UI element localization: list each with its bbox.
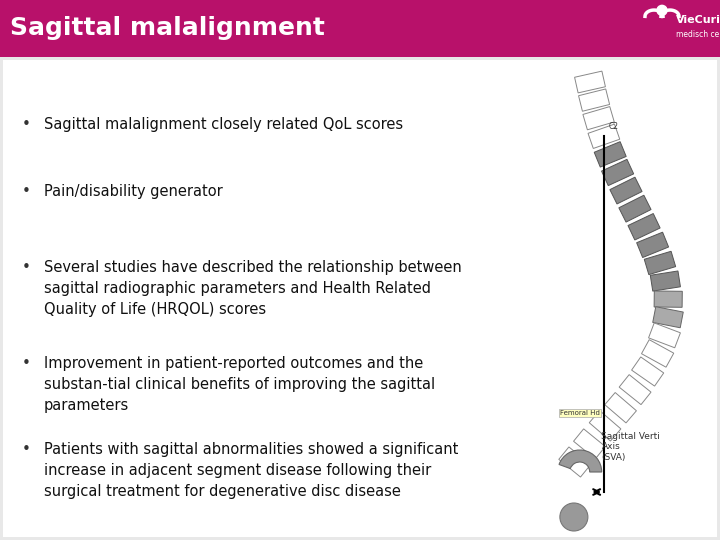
Bar bbox=[575, 71, 606, 93]
Text: Sagittal malalignment: Sagittal malalignment bbox=[10, 16, 325, 40]
Text: •: • bbox=[22, 117, 31, 132]
Bar bbox=[636, 232, 669, 258]
Bar bbox=[594, 141, 626, 167]
Bar bbox=[583, 106, 614, 130]
Bar bbox=[628, 213, 660, 240]
Bar bbox=[619, 375, 651, 404]
Bar bbox=[588, 124, 620, 148]
Text: medisch centrum: medisch centrum bbox=[676, 30, 720, 39]
Bar bbox=[642, 340, 674, 367]
Bar bbox=[574, 429, 606, 459]
Wedge shape bbox=[559, 450, 602, 472]
Bar bbox=[579, 89, 610, 111]
Bar bbox=[644, 251, 675, 275]
Bar bbox=[649, 323, 680, 348]
Circle shape bbox=[657, 5, 667, 15]
Circle shape bbox=[560, 503, 588, 531]
Text: Several studies have described the relationship between
sagittal radiographic pa: Several studies have described the relat… bbox=[44, 260, 462, 317]
Bar bbox=[559, 447, 590, 477]
Text: •: • bbox=[22, 356, 31, 370]
Bar bbox=[0, 0, 720, 57]
Text: Femoral Hd: Femoral Hd bbox=[560, 410, 600, 416]
Bar bbox=[589, 410, 621, 441]
Bar bbox=[631, 357, 664, 386]
Text: •: • bbox=[22, 184, 31, 199]
Text: Sagittal malalignment closely related QoL scores: Sagittal malalignment closely related Qo… bbox=[44, 117, 403, 132]
Text: VieCuri: VieCuri bbox=[676, 15, 720, 25]
Bar bbox=[601, 159, 634, 186]
Bar bbox=[619, 195, 651, 222]
Text: Improvement in patient-reported outcomes and the
substan-tial clinical benefits : Improvement in patient-reported outcomes… bbox=[44, 356, 435, 413]
Text: Pain/disability generator: Pain/disability generator bbox=[44, 184, 222, 199]
Text: •: • bbox=[22, 260, 31, 275]
Bar bbox=[3, 60, 717, 537]
Bar bbox=[605, 393, 636, 423]
Bar bbox=[610, 177, 642, 204]
Text: C2: C2 bbox=[609, 122, 619, 131]
Bar bbox=[650, 271, 680, 291]
Bar bbox=[654, 291, 683, 307]
Text: •: • bbox=[22, 442, 31, 456]
Text: Sagittal Verti
Axis
(SVA): Sagittal Verti Axis (SVA) bbox=[601, 432, 660, 462]
Bar bbox=[653, 307, 683, 328]
Text: Patients with sagittal abnormalities showed a significant
increase in adjacent s: Patients with sagittal abnormalities sho… bbox=[44, 442, 459, 498]
